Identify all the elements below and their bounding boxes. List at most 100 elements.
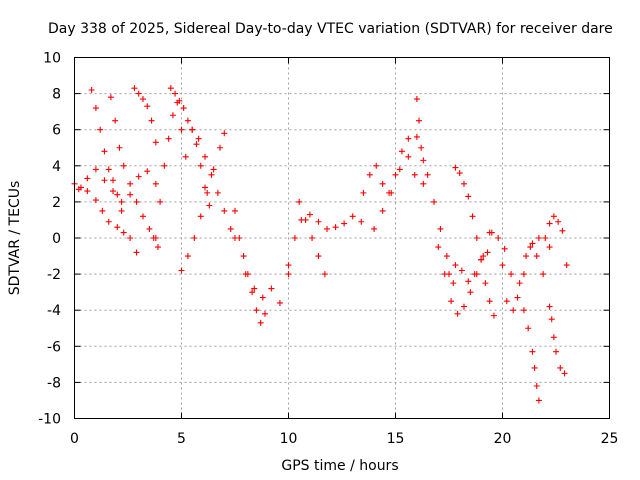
data-point [236,235,243,241]
data-point [184,253,191,260]
y-tick-label: -8 [47,375,61,391]
data-point [508,271,515,278]
data-point [360,189,367,196]
data-point [531,364,538,371]
data-point [178,267,185,274]
data-point [514,294,521,301]
series-arc-l [285,211,365,269]
data-point [221,207,228,214]
data-point [184,117,191,124]
data-point [88,86,95,93]
data-point [529,348,536,355]
data-point [302,216,309,223]
x-tick-label: 0 [70,431,79,447]
data-point [306,211,313,218]
data-point [373,162,380,169]
data-point [450,280,457,287]
data-point [324,225,331,232]
data-point [176,97,183,104]
data-point [482,280,489,287]
data-point [221,130,228,137]
data-point [516,280,523,287]
series-arc-n [360,135,418,196]
data-point [501,245,508,252]
x-axis-title: GPS time / hours [281,458,398,474]
series-arc-x [542,213,570,269]
data-point [503,298,510,305]
data-point [478,256,485,263]
data-point [465,193,472,200]
data-point [371,225,378,232]
data-point [97,126,104,133]
data-point [379,207,386,214]
data-point [242,271,249,278]
data-point [204,189,211,196]
axis-ticks [74,57,610,419]
data-point [540,271,547,278]
data-point [116,144,123,151]
y-tick-label: 10 [43,51,61,67]
series-arc-r [452,164,497,319]
series-arc-i [189,126,238,241]
data-point [240,253,247,260]
data-point [261,310,268,317]
data-point [315,253,322,260]
data-point [420,157,427,164]
series-arc-c [107,94,161,251]
data-point [133,198,140,205]
data-point [529,240,536,247]
data-point [120,162,127,169]
series-arc-m [296,198,328,278]
data-point [469,213,476,220]
series-arc-w [546,303,568,377]
data-point [510,307,517,314]
data-point [315,218,322,225]
data-point [418,144,425,151]
y-tick-label: -10 [38,412,61,428]
data-point [535,235,542,241]
data-point [169,112,176,119]
data-point [253,307,260,314]
series-arc-s [446,249,491,285]
data-point [296,198,303,205]
data-point [146,225,153,232]
y-tick-label: 6 [52,123,61,139]
data-point [332,224,339,231]
y-tick-labels: -10 -8 -6 -4 -2 0 2 4 6 8 10 [38,51,61,428]
data-point [120,229,127,236]
data-point [523,253,530,260]
data-point [473,235,480,241]
data-point [525,325,532,332]
data-point [193,141,200,148]
data-point [144,103,151,110]
data-point [520,271,527,278]
data-point [366,171,373,178]
data-point [110,177,117,184]
data-point [118,198,125,205]
data-point [388,189,395,196]
data-point [112,117,119,124]
data-point [251,285,258,292]
data-point [202,184,209,191]
data-point [398,148,405,155]
data-point [520,307,527,314]
data-point [465,278,472,285]
data-point [484,249,491,256]
data-point [546,220,553,227]
data-point [92,166,99,173]
data-point [456,170,463,177]
data-point [268,285,275,292]
y-tick-label: -2 [47,267,61,283]
data-point [413,133,420,140]
data-point [358,218,365,225]
data-point [563,262,570,269]
data-point [232,207,238,214]
data-point [84,188,91,195]
data-point [92,105,99,112]
y-tick-label: 2 [52,195,61,211]
chart-title: Day 338 of 2025, Sidereal Day-to-day VTE… [48,21,613,37]
x-tick-label: 25 [601,431,619,447]
y-tick-label: -6 [47,339,61,355]
data-point [127,191,134,198]
data-point [182,153,189,160]
